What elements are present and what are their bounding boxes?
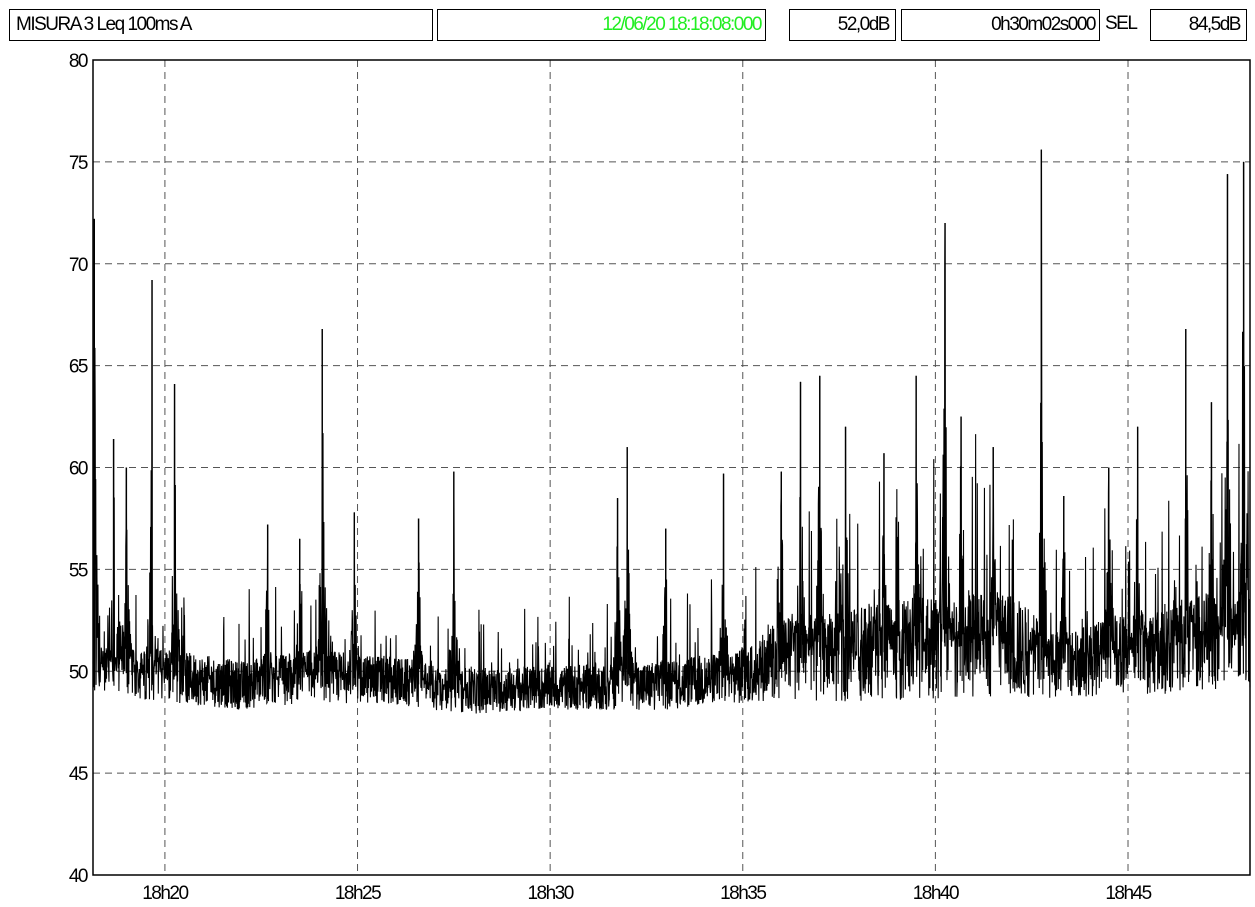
y-tick-label: 40 (69, 866, 88, 887)
y-tick-label: 70 (69, 255, 88, 276)
measurement-title: MISURA 3 Leq 100ms A (9, 9, 433, 41)
y-tick-label: 65 (69, 357, 88, 378)
chart-series (92, 149, 1251, 714)
y-tick-label: 50 (69, 662, 88, 683)
x-tick-label: 18h35 (720, 883, 766, 904)
x-axis-ticks: 18h20 18h25 18h30 18h35 18h40 18h45 (142, 883, 1153, 904)
y-tick-label: 80 (69, 51, 88, 72)
leq-series-line (92, 149, 1251, 714)
leq-value: 52,0dB (789, 9, 896, 41)
x-tick-label: 18h45 (1105, 883, 1151, 904)
y-axis-ticks: 40 45 50 55 60 65 70 75 80 (69, 51, 90, 887)
x-tick-label: 18h25 (335, 883, 381, 904)
header-bar: MISURA 3 Leq 100ms A 12/06/20 18:18:08:0… (0, 0, 1255, 44)
y-tick-label: 75 (69, 153, 88, 174)
x-tick-label: 18h40 (913, 883, 959, 904)
x-tick-label: 18h20 (142, 883, 188, 904)
sel-value: 84,5dB (1150, 9, 1247, 41)
x-tick-label: 18h30 (527, 883, 573, 904)
duration-value: 0h30m02s000 (901, 9, 1100, 41)
chart-grid (93, 60, 1250, 875)
y-tick-label: 55 (69, 560, 88, 581)
sel-label: SEL (1105, 13, 1138, 34)
plot-frame (92, 59, 1251, 876)
y-tick-label: 45 (69, 764, 88, 785)
start-timestamp: 12/06/20 18:18:08:000 (437, 9, 766, 41)
y-tick-label: 60 (69, 459, 88, 480)
